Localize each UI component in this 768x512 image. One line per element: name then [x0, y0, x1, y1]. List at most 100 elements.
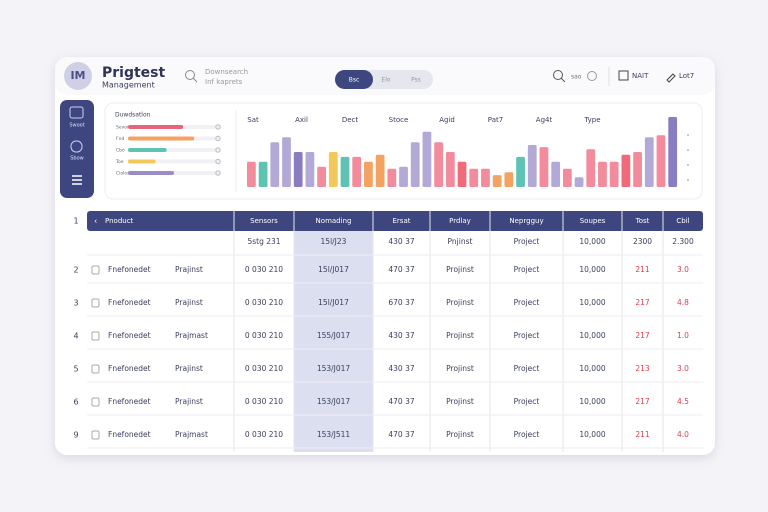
bar: [247, 161, 256, 187]
column-header: Ersat: [393, 217, 411, 225]
nav-label[interactable]: NAIT: [632, 72, 649, 80]
summary-label: Fnd: [116, 136, 124, 142]
bar: [422, 131, 432, 187]
row-number: 9: [73, 431, 78, 440]
cell: Projinst: [446, 364, 474, 373]
cell: Fnefonedet: [108, 298, 151, 307]
cell: 670 37: [388, 298, 414, 307]
cell: 10,000: [579, 265, 605, 274]
bar: [527, 145, 537, 187]
bar: [282, 137, 291, 187]
bar: [539, 147, 549, 187]
cell: Prajinst: [175, 298, 203, 307]
summary-dot: [215, 147, 221, 153]
sidebar-label[interactable]: Swoot: [69, 123, 84, 129]
bar: [364, 161, 373, 187]
cell: 430 37: [388, 237, 414, 246]
cell: 0 030 210: [245, 430, 283, 439]
column-header: Nomading: [316, 217, 352, 225]
bar: [317, 166, 326, 187]
toggle-label[interactable]: Bsc: [349, 77, 360, 84]
bar: [644, 137, 654, 187]
cell: 10,000: [579, 331, 605, 340]
logo: IM: [70, 69, 85, 82]
bar: [434, 142, 444, 187]
column-header: Soupes: [580, 217, 606, 225]
cell: 10,000: [579, 430, 605, 439]
cell: 153/J017: [317, 364, 351, 373]
cell: 0 030 210: [245, 331, 283, 340]
bar: [457, 161, 467, 187]
cell: 10,000: [579, 397, 605, 406]
summary-bar: [128, 125, 184, 129]
column-header: Sensors: [250, 217, 278, 225]
edit-icon[interactable]: [666, 73, 676, 83]
cell: 5stg 231: [247, 237, 280, 246]
chart-category: Pat7: [488, 116, 503, 124]
cell: Projinst: [446, 397, 474, 406]
cell: Fnefonedet: [108, 397, 151, 406]
chart-category: Sat: [247, 116, 259, 124]
summary-bar: [128, 148, 167, 152]
cell: Projinst: [446, 298, 474, 307]
cell: Fnefonedet: [108, 364, 151, 373]
search-button[interactable]: [553, 70, 563, 80]
bar: [516, 156, 525, 187]
cell: 10,000: [579, 237, 605, 246]
cell: 15l/J017: [318, 298, 349, 307]
menu-icon[interactable]: [72, 175, 82, 185]
chart-category: Stoce: [389, 116, 409, 124]
axis-dot: [687, 149, 689, 151]
chart-category: Type: [583, 116, 600, 124]
bar: [621, 154, 631, 187]
cell: 0 030 210: [245, 265, 283, 274]
axis-dot: [687, 134, 689, 136]
row-number: 1: [73, 217, 78, 226]
sidebar-label[interactable]: Sbow: [70, 156, 84, 162]
sidebar: [60, 100, 94, 198]
cell: 0 030 210: [245, 298, 283, 307]
sidebar-icon[interactable]: [69, 106, 84, 119]
cell: 430 37: [388, 364, 414, 373]
cell: 4.8: [677, 298, 689, 307]
bar: [562, 168, 572, 187]
summary-dot: [215, 170, 221, 176]
row-icon: [91, 397, 100, 407]
bar: [293, 152, 303, 187]
cell: Projinst: [446, 430, 474, 439]
search-icon[interactable]: [185, 70, 195, 80]
toggle-label[interactable]: Elo: [381, 77, 390, 84]
cell: 153/J511: [317, 430, 351, 439]
cell: 10,000: [579, 298, 605, 307]
status-icon[interactable]: [587, 71, 597, 81]
search-placeholder[interactable]: Downsearch: [205, 68, 248, 76]
cell: 217: [635, 298, 650, 307]
app-subtitle: Management: [102, 81, 155, 90]
cell: Project: [514, 364, 540, 373]
toggle-active[interactable]: [335, 70, 373, 89]
summary-dot: [215, 124, 221, 130]
bar: [492, 175, 502, 187]
bar: [633, 152, 642, 187]
calendar-icon[interactable]: [618, 70, 629, 81]
bar: [270, 142, 280, 187]
summary-bar: [128, 171, 174, 175]
summary-dot: [215, 158, 221, 165]
row-number: 2: [73, 266, 78, 275]
search-icon: [192, 77, 198, 83]
summary-bar: [128, 136, 195, 141]
bar: [387, 168, 397, 187]
column-header: Neprgguy: [509, 217, 543, 225]
bar: [668, 117, 678, 187]
cell: Prajmast: [175, 331, 208, 340]
row-icon: [91, 364, 100, 374]
nav-label[interactable]: Lot7: [679, 72, 694, 80]
bar: [551, 161, 561, 187]
sidebar-icon[interactable]: [70, 140, 83, 153]
summary-label: Sevoiot: [116, 125, 133, 131]
cell: 2.300: [672, 237, 694, 246]
column-header: Cbil: [676, 217, 689, 225]
toggle-label[interactable]: Pss: [411, 77, 421, 84]
bar: [469, 168, 479, 187]
